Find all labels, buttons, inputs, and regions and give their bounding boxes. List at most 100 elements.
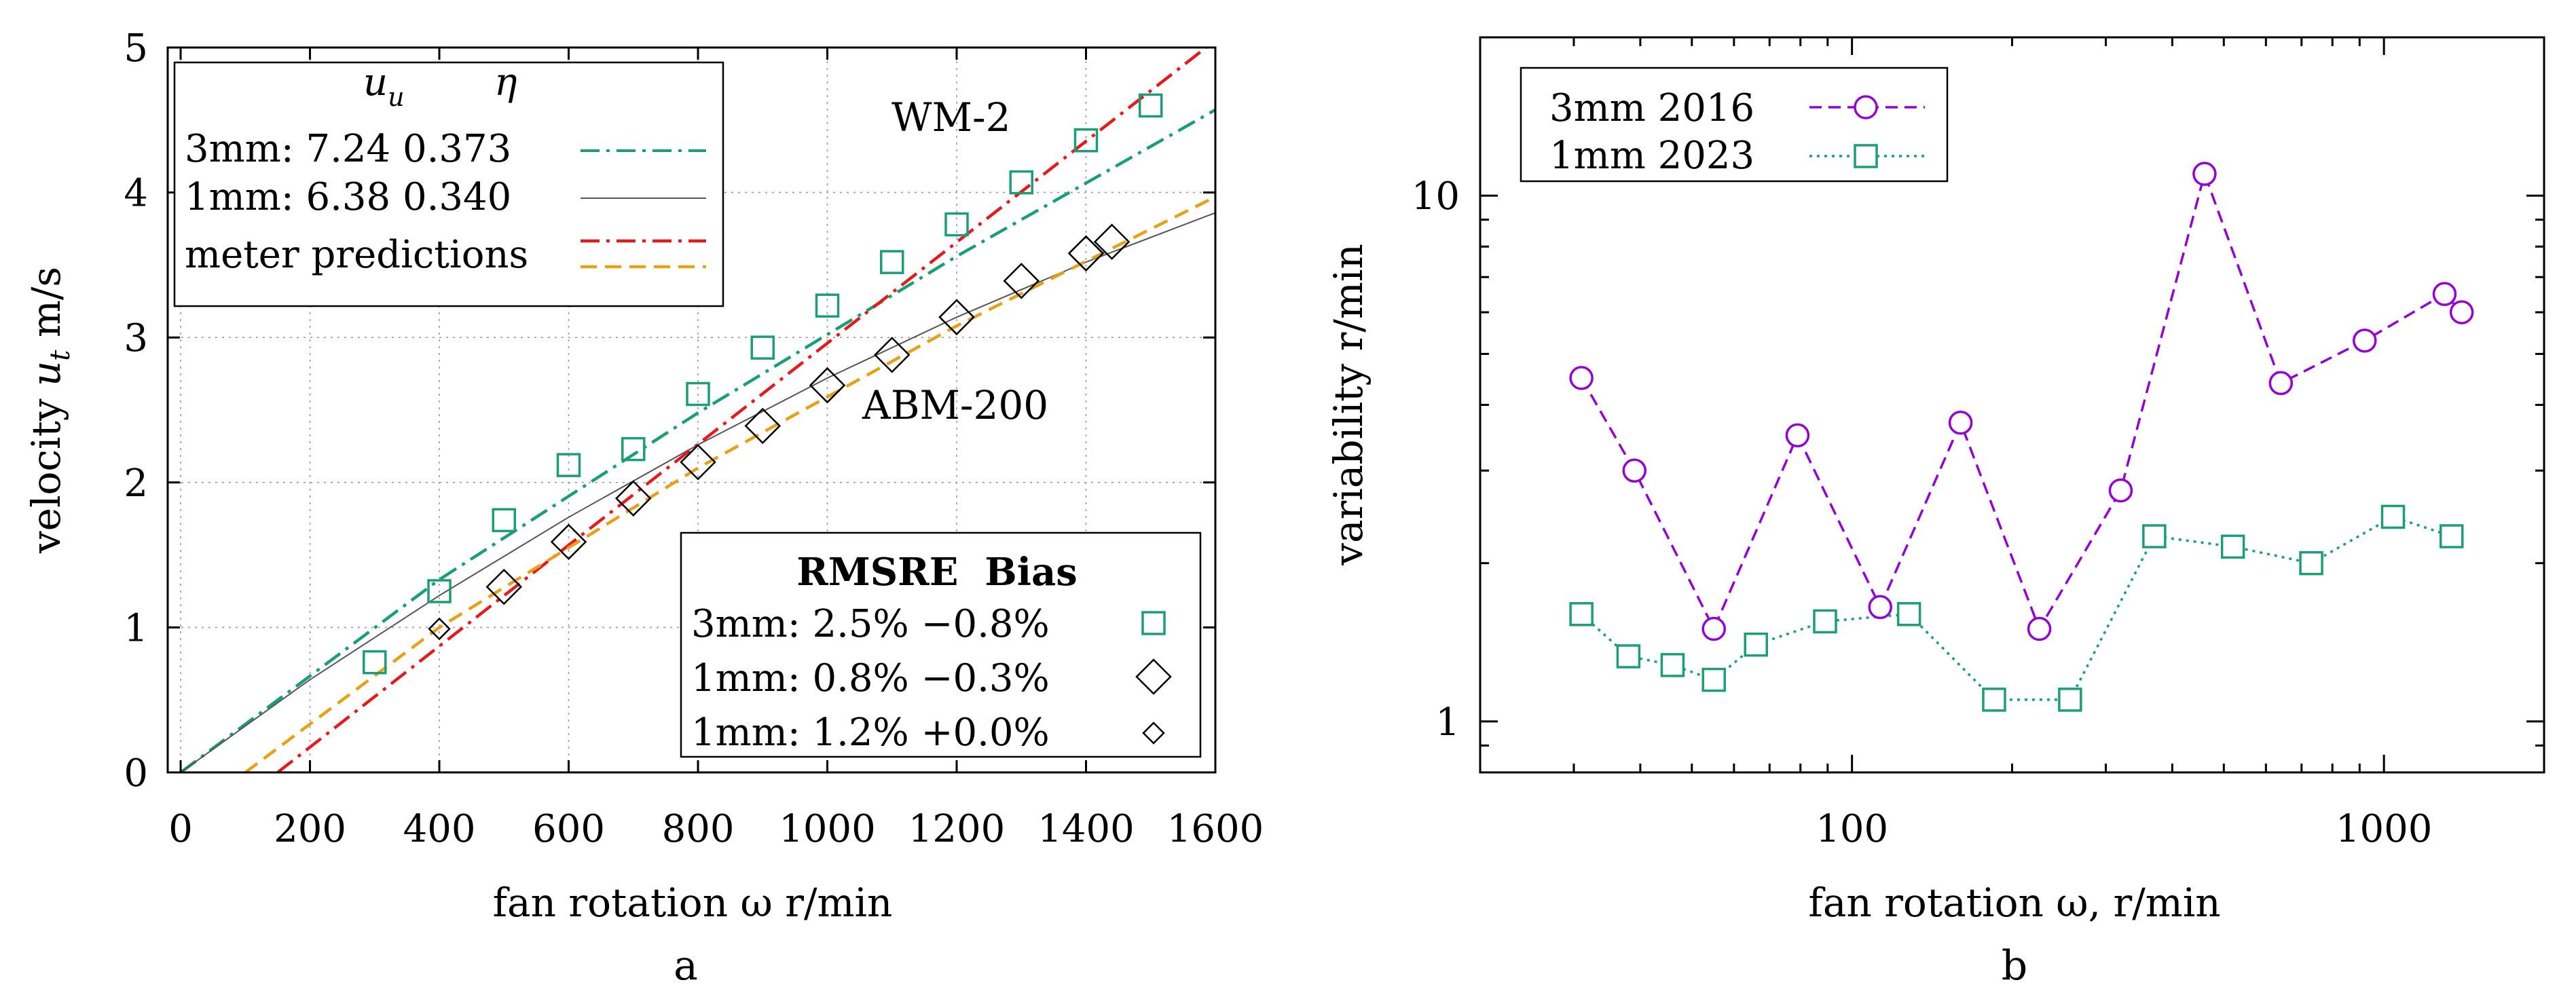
- data-point-circle: [1868, 595, 1892, 620]
- data-point-square: [1813, 609, 1837, 634]
- x-tick-label: 200: [274, 807, 346, 851]
- x-tick-label: 600: [532, 807, 605, 851]
- x-tick-label: 1200: [908, 807, 1006, 851]
- y-tick-labels-a: 0 1 2 3 4 5: [124, 26, 148, 795]
- x-tick-label: 100: [1816, 807, 1888, 851]
- data-point-square: [2220, 534, 2245, 559]
- x-tick-label: 1000: [2336, 807, 2433, 851]
- y-tick-label: 0: [124, 751, 148, 795]
- legend-fit: uu η 3mm: 7.24 0.373 1mm: 6.38 0.340 met…: [173, 60, 724, 307]
- y-tick-label: 1: [1435, 700, 1460, 745]
- data-point-square: [1139, 93, 1163, 118]
- data-point-diamond-large: [873, 337, 910, 373]
- data-point-square: [1073, 128, 1099, 153]
- series-line-3mm-2016: [1580, 172, 2463, 631]
- legend-b: 3mm 2016 1mm 2023: [1520, 67, 1949, 183]
- y-tick-label: 10: [1412, 174, 1460, 219]
- y-tick-label: 4: [124, 172, 148, 216]
- data-point-diamond-large: [938, 299, 975, 336]
- data-point-diamond-large: [485, 568, 523, 605]
- ticks-b: [1479, 36, 2545, 774]
- data-point-square: [944, 212, 969, 237]
- data-point-circle: [2108, 478, 2133, 503]
- data-point-diamond-small: [428, 617, 451, 641]
- data-point-square: [363, 650, 387, 675]
- data-point-square: [1701, 667, 1726, 692]
- panel-b: 100 1000 1 10 fan rotation ω, r/min variab…: [1325, 36, 2545, 990]
- data-point-circle: [2192, 162, 2217, 186]
- legend-fit-header-eta: η: [494, 60, 517, 105]
- legend-fit-entry-3mm: 3mm: 7.24 0.373: [185, 127, 511, 171]
- series-line-dash-dot-3: [179, 108, 1215, 772]
- x-tick-label: 1400: [1037, 807, 1135, 851]
- data-point-square: [815, 293, 840, 318]
- data-point-circle: [1785, 423, 1810, 448]
- legend-error-marker-square: [1141, 611, 1166, 635]
- panel-a: 0 200 400 600 800 1000 1200 1400 1600 0 1 2 3 4 5 fan…: [23, 26, 1264, 990]
- series-line-dash-dot-5: [276, 48, 1209, 772]
- x-tick-labels-b: 100 1000: [1816, 807, 2432, 851]
- x-tick-labels-a: 0 200 400 600 800 1000 1200 1400 1600: [168, 807, 1264, 851]
- legend-b-marker-circle: [1854, 95, 1878, 119]
- data-point-square: [2439, 524, 2464, 548]
- y-tick-label: 2: [124, 462, 148, 506]
- data-point-square: [1982, 688, 2006, 712]
- data-point-square: [1009, 170, 1034, 195]
- legend-error-marker-diamond-small: [1142, 722, 1165, 745]
- annotation-abm200: ABM-200: [862, 382, 1048, 428]
- data-point-square: [556, 453, 581, 477]
- data-point-square: [1744, 632, 1769, 657]
- legend-fit-entry-1mm: 1mm: 6.38 0.340: [185, 175, 511, 219]
- data-point-circle: [1622, 458, 1646, 483]
- data-point-circle: [1701, 616, 1726, 641]
- series-line-1mm-2023: [1580, 515, 2452, 701]
- legend-error-marker-diamond-large: [1135, 658, 1172, 695]
- x-tick-label: 800: [662, 807, 735, 851]
- data-point-diamond-large: [550, 523, 587, 561]
- legend-fit-header-u: uu: [363, 60, 405, 112]
- markers-a: [363, 93, 1163, 675]
- y-tick-label: 3: [124, 316, 148, 360]
- legend-b-marker-square: [1854, 144, 1878, 168]
- data-point-circle: [2027, 616, 2052, 641]
- data-point-circle: [1948, 410, 1973, 435]
- series-line-dashed-6: [244, 195, 1215, 772]
- data-point-square: [2380, 504, 2406, 529]
- legend-error-entry-1mm-large: 1mm: 0.8% −0.3%: [691, 656, 1050, 700]
- y-tick-labels-b: 1 10: [1412, 174, 1460, 745]
- data-point-diamond-large: [680, 444, 716, 481]
- y-tick-label: 1: [124, 606, 148, 650]
- legend-error-entry-1mm-small: 1mm: 1.2% +0.0%: [691, 711, 1050, 755]
- data-point-square: [621, 436, 646, 462]
- y-axis-label-a: velocity ut m/s: [23, 267, 76, 554]
- y-axis-label-b: variability r/min: [1325, 244, 1372, 566]
- data-point-diamond-large: [809, 367, 846, 404]
- legend-b-entry-1mm-2023: 1mm 2023: [1549, 134, 1754, 178]
- legend-error-entry-3mm: 3mm: 2.5% −0.8%: [691, 602, 1050, 646]
- x-tick-label: 0: [168, 807, 193, 851]
- legend-error: RMSRE Bias 3mm: 2.5% −0.8% 1mm: 0.8% −0.…: [680, 531, 1202, 758]
- markers-b: [1569, 162, 2474, 712]
- data-point-circle: [1569, 366, 1594, 390]
- annotation-wm2: WM-2: [891, 94, 1011, 140]
- data-point-square: [880, 250, 904, 274]
- data-point-circle: [2353, 329, 2377, 353]
- data-point-square: [1660, 653, 1685, 677]
- x-tick-label: 1600: [1167, 807, 1264, 851]
- data-point-square: [1896, 602, 1921, 626]
- data-point-diamond-large: [1093, 223, 1130, 260]
- data-point-circle: [2449, 300, 2474, 324]
- legend-b-entry-3mm-2016: 3mm 2016: [1549, 86, 1754, 130]
- legend-fit-entry-meter: meter predictions: [185, 233, 528, 277]
- data-point-diamond-large: [1067, 235, 1105, 272]
- data-point-circle: [2268, 371, 2294, 396]
- data-point-circle: [2432, 282, 2457, 306]
- data-point-square: [1569, 602, 1594, 626]
- data-point-square: [750, 335, 775, 360]
- legend-error-header: RMSRE Bias: [796, 550, 1078, 595]
- x-axis-label-a: fan rotation ω r/min: [493, 880, 893, 926]
- panel-label-b: b: [2002, 942, 2027, 990]
- ticks-a: [168, 46, 1217, 774]
- data-point-diamond-large: [615, 480, 652, 517]
